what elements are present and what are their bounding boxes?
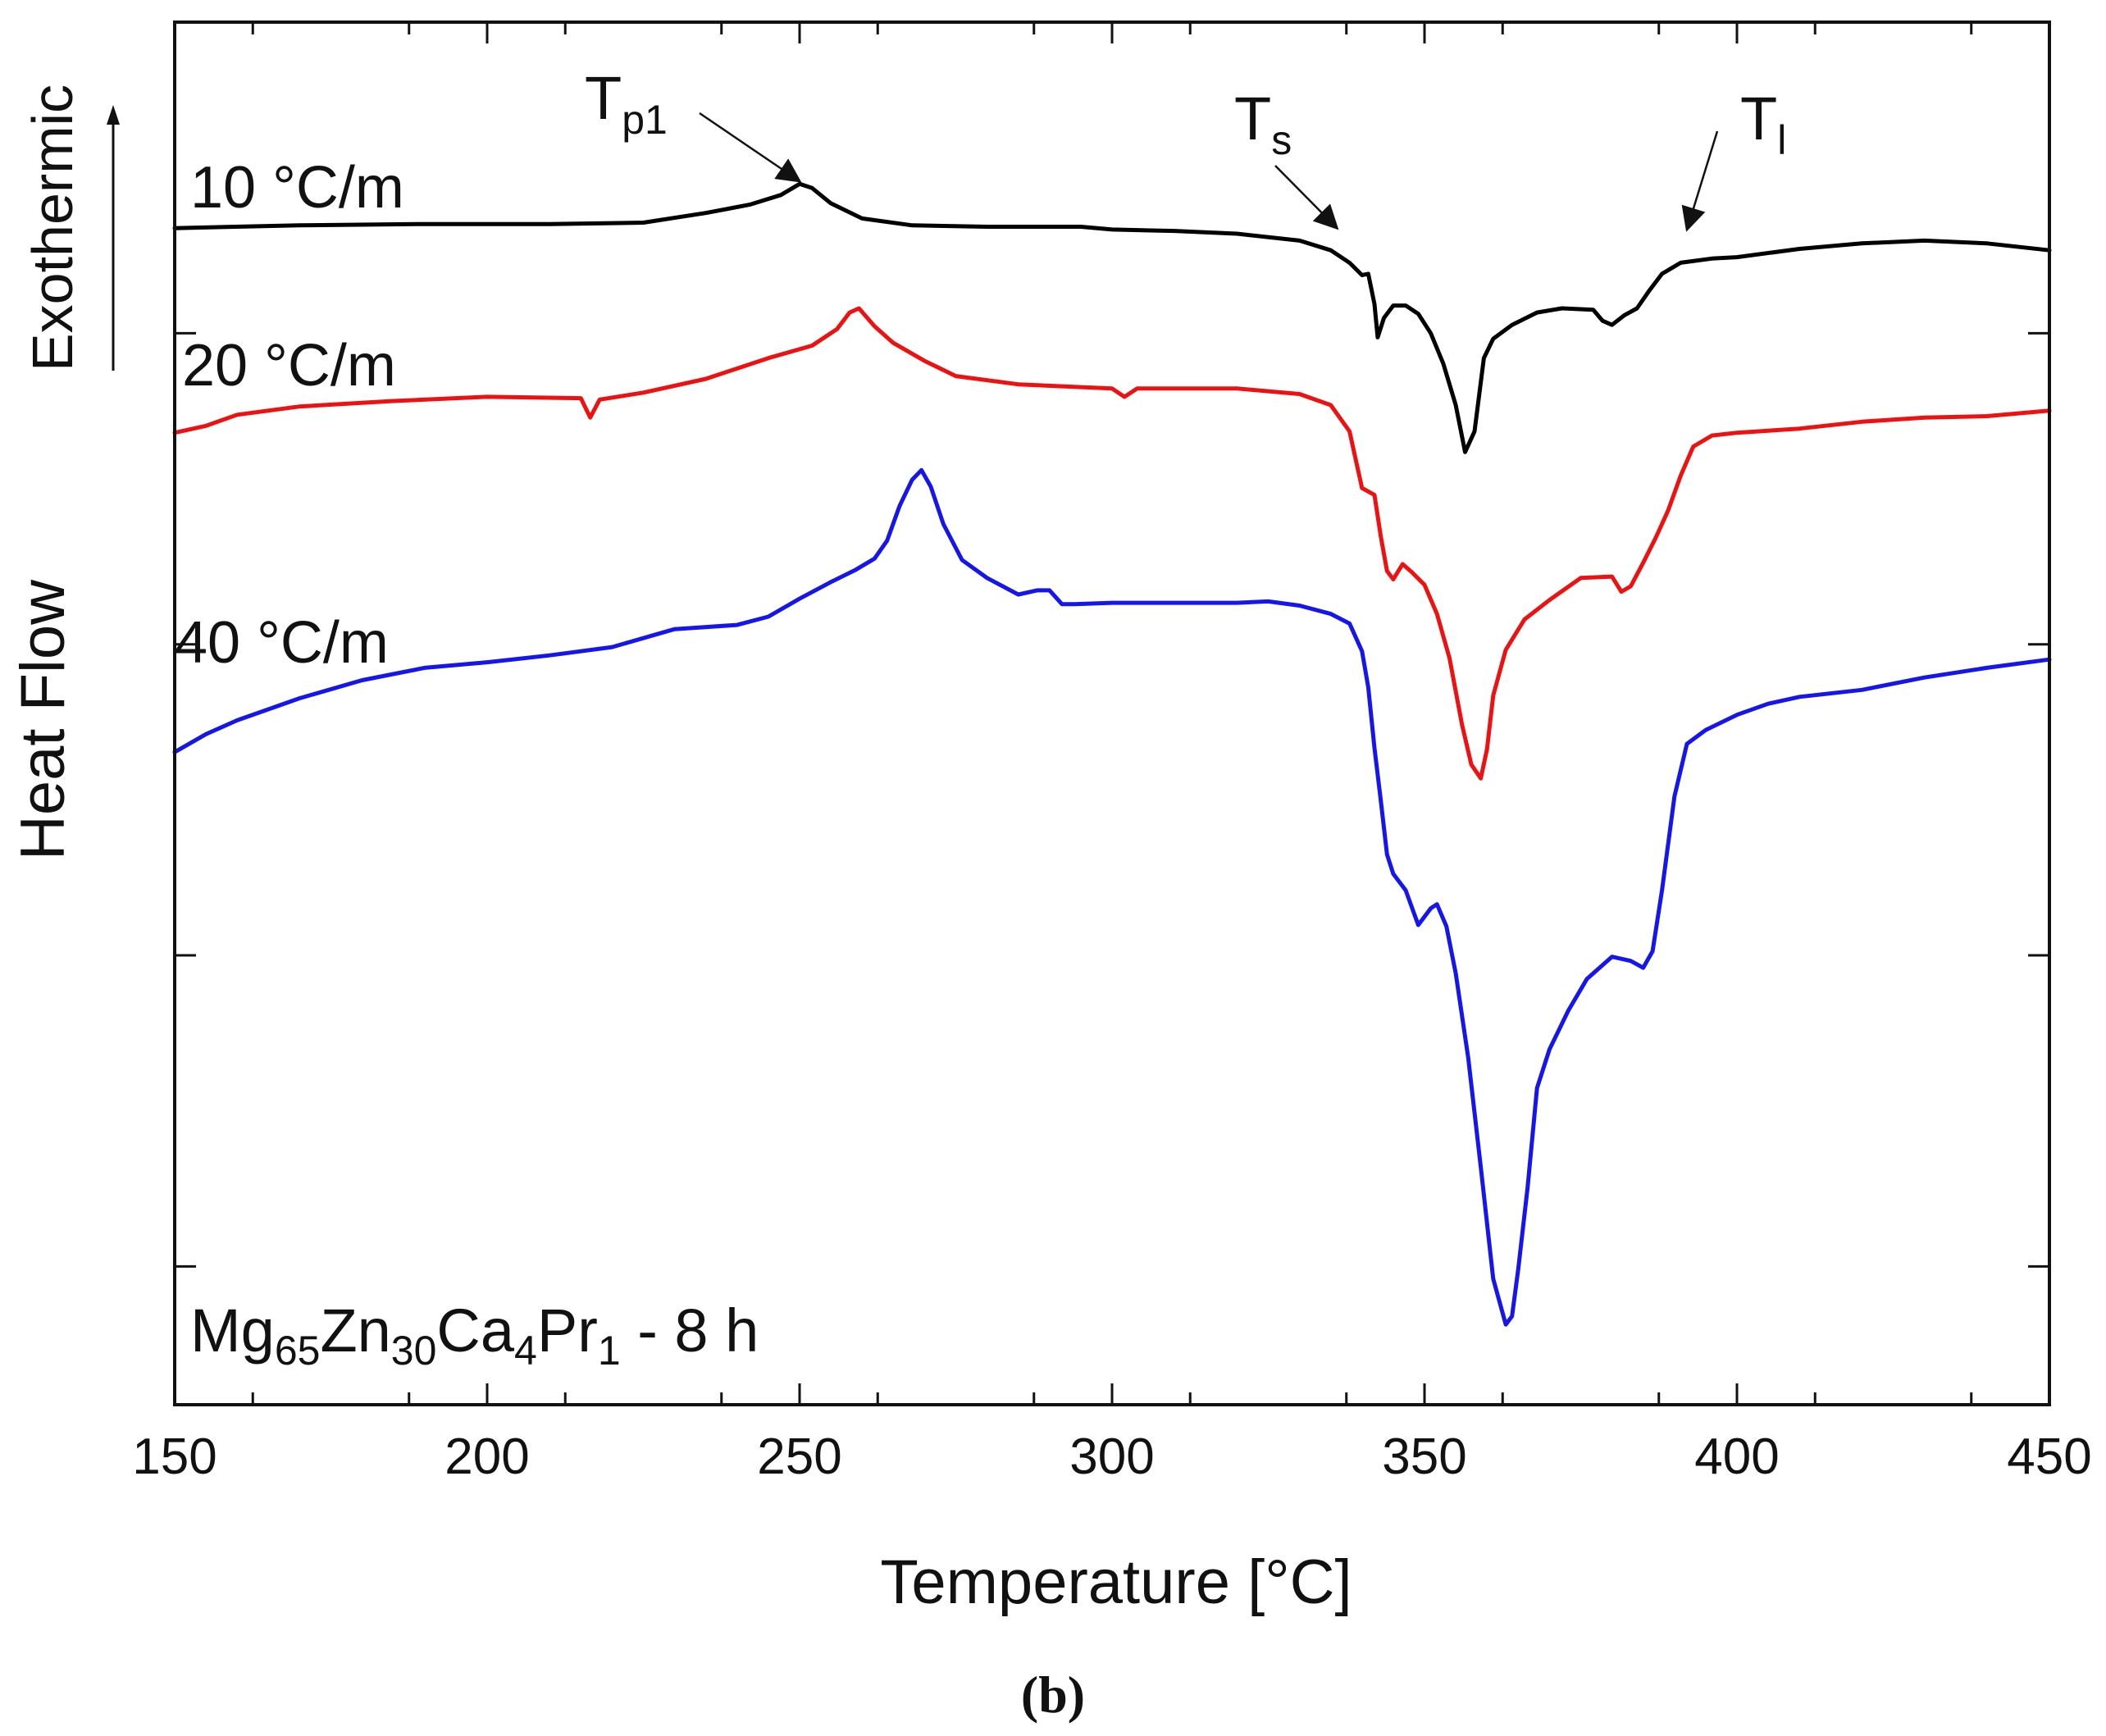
series-label-1: 10 °C/m	[190, 155, 404, 221]
x-tick-label: 400	[1694, 1428, 1779, 1485]
annotation-tp1-arrow	[699, 112, 802, 183]
annotation-ts-arrow	[1274, 165, 1339, 230]
sample-sub-2: 30	[391, 1328, 437, 1374]
annotation-tl-arrow	[1681, 130, 1719, 232]
x-tick-label: 450	[2007, 1428, 2091, 1485]
annotation-tl-main: T	[1740, 84, 1777, 153]
sample-suffix: - 8 h	[621, 1296, 759, 1365]
series-label-2: 20 °C/m	[182, 333, 396, 399]
x-tick-labels: 150 200 250 300 350 400 450	[132, 1428, 2091, 1485]
y-axis-label-group: Heat Flow Exothermic	[8, 84, 120, 860]
plot-frame	[173, 21, 2051, 1406]
annotation-tp1-sub: p1	[622, 97, 668, 143]
annotation-ts-main: T	[1234, 84, 1271, 153]
sample-sub-3: 4	[514, 1328, 537, 1374]
series-line-3	[172, 467, 2052, 1327]
exothermic-arrow-icon	[107, 105, 120, 125]
series-lines	[172, 181, 2052, 1327]
x-axis-label: Temperature [°C]	[880, 1547, 1352, 1617]
annotation-ts-sub: s	[1271, 117, 1292, 163]
annotation-tp1: Tp1	[585, 64, 668, 143]
x-tick-label: 300	[1069, 1428, 1154, 1485]
sample-base-4: Pr	[537, 1296, 598, 1365]
y-axis-label: Heat Flow	[8, 579, 78, 860]
annotation-tl-sub: l	[1777, 117, 1786, 163]
x-tick-label: 350	[1382, 1428, 1466, 1485]
sample-base-2: Zn	[320, 1296, 390, 1365]
annotation-ts: Ts	[1234, 84, 1292, 163]
sample-base-3: Ca	[436, 1296, 514, 1365]
series-labels: 10 °C/m 20 °C/m 40 °C/m	[175, 155, 404, 676]
figure-caption: (b)	[1021, 1665, 1085, 1724]
x-tick-label: 150	[132, 1428, 217, 1485]
sample-label: Mg65Zn30Ca4Pr1 - 8 h	[190, 1296, 759, 1374]
sample-sub-4: 1	[598, 1328, 621, 1374]
series-line-2	[172, 306, 2052, 781]
series-label-3: 40 °C/m	[175, 610, 389, 676]
annotation-tl: Tl	[1740, 84, 1786, 163]
sample-base-1: Mg	[190, 1296, 275, 1365]
sample-sub-1: 65	[275, 1328, 321, 1374]
x-tick-label: 200	[444, 1428, 529, 1485]
peak-annotations: Tp1 Ts Tl	[585, 64, 1786, 232]
series-line-1	[172, 181, 2052, 454]
exothermic-label: Exothermic	[21, 84, 84, 371]
x-tick-label: 250	[757, 1428, 841, 1485]
annotation-tp1-main: T	[585, 64, 622, 132]
